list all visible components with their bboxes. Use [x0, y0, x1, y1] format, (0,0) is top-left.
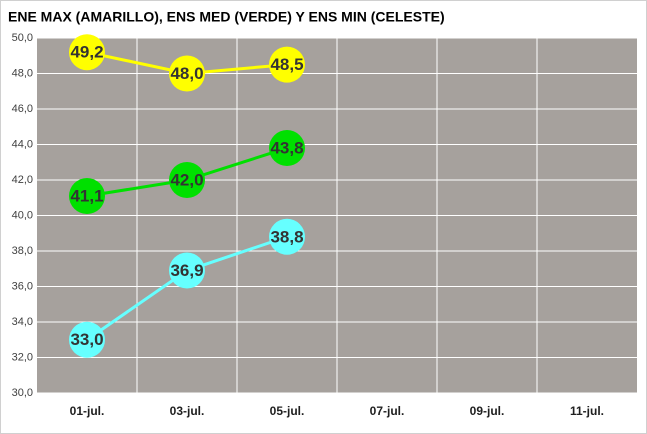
point-marker [69, 321, 105, 358]
x-tick-label: 09-jul. [470, 404, 505, 418]
x-tick-label: 11-jul. [570, 404, 604, 418]
point-marker [69, 34, 105, 71]
data-label: 48,0 [170, 64, 203, 83]
data-label: 43,8 [270, 139, 303, 158]
x-tick-label: 03-jul. [170, 404, 205, 418]
y-tick-label: 48,0 [12, 67, 33, 79]
data-label: 49,2 [70, 43, 103, 62]
point-marker [69, 177, 105, 214]
point-marker [169, 162, 205, 198]
y-tick-label: 30,0 [12, 387, 33, 399]
chart-title: ENE MAX (AMARILLO), ENS MED (VERDE) Y EN… [8, 9, 445, 25]
point-marker [169, 55, 205, 92]
data-label: 36,9 [170, 261, 203, 280]
y-tick-label: 40,0 [12, 209, 33, 221]
data-label: 41,1 [70, 186, 103, 205]
point-marker [269, 218, 305, 255]
data-label: 38,8 [270, 227, 303, 246]
x-tick-label: 05-jul. [270, 404, 305, 418]
data-label: 48,5 [270, 55, 303, 74]
y-tick-label: 32,0 [12, 351, 33, 363]
data-label: 33,0 [70, 330, 103, 349]
x-tick-label: 01-jul. [70, 404, 105, 418]
y-tick-label: 50,0 [12, 32, 33, 44]
point-marker [269, 130, 305, 167]
point-marker [169, 252, 205, 289]
y-tick-label: 44,0 [12, 138, 33, 150]
point-marker [269, 46, 305, 83]
y-tick-label: 36,0 [12, 280, 33, 292]
y-tick-label: 38,0 [12, 245, 33, 257]
data-label: 42,0 [170, 170, 203, 189]
y-tick-label: 42,0 [12, 174, 33, 186]
y-tick-label: 34,0 [12, 316, 33, 328]
y-tick-label: 46,0 [12, 103, 33, 115]
x-tick-label: 07-jul. [370, 404, 405, 418]
